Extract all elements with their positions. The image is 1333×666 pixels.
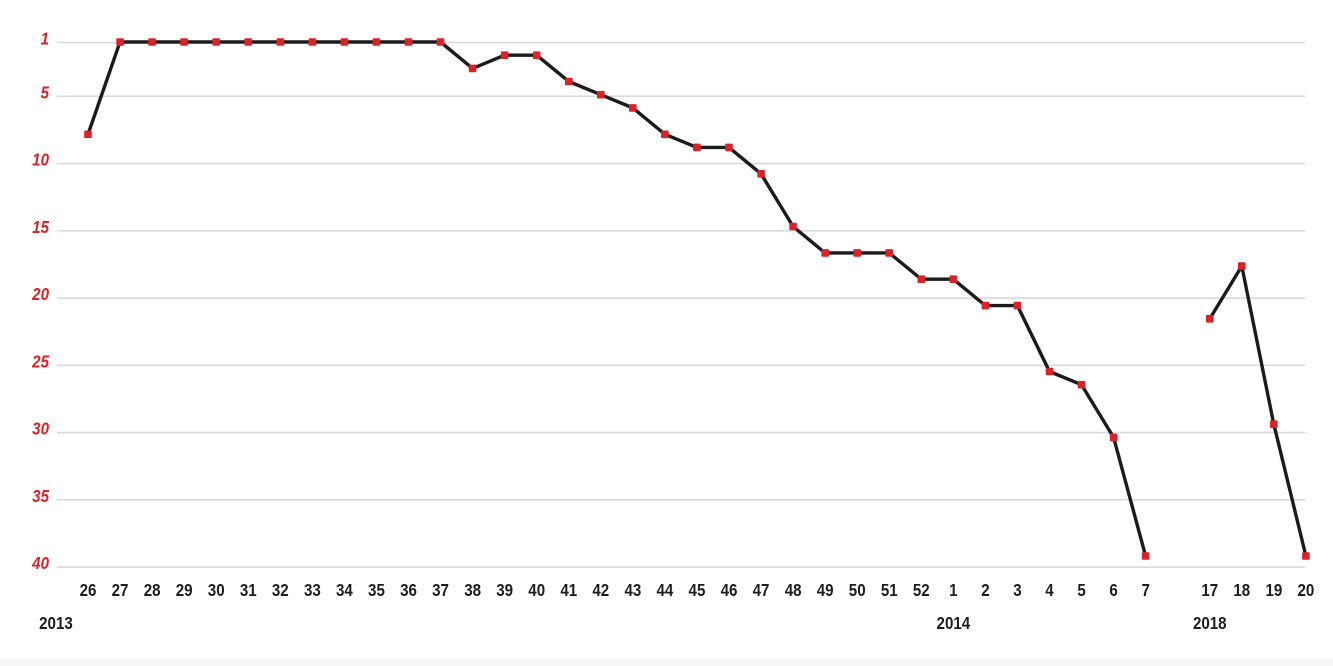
data-point-marker [1013,301,1022,310]
week-label: 42 [592,580,609,601]
data-point-marker [436,38,445,46]
data-point-marker [372,38,381,46]
y-tick-label: 10 [32,149,49,170]
data-point-marker [1238,262,1246,270]
data-point-marker [500,51,509,59]
chart-line-chart-run-2018 [1208,261,1308,557]
week-label: 28 [144,580,161,601]
week-label: 45 [689,580,706,601]
week-label: 26 [80,580,97,601]
week-label: 50 [849,580,866,601]
week-label: 20 [1297,580,1314,601]
y-tick-label: 30 [32,418,49,439]
week-label: 18 [1233,580,1250,601]
week-label: 19 [1265,580,1282,601]
week-label: 47 [753,580,770,601]
year-label: 2018 [1193,613,1227,634]
week-label: 30 [208,580,225,601]
week-label: 43 [624,580,641,601]
week-labels: 26 27 28 29 30 31 32 33 34 35 36 37 38 39 40 41 42 43 44 45… [80,580,1315,601]
data-point-marker [276,38,285,46]
y-tick-label: 5 [41,82,50,103]
week-label: 44 [656,580,673,601]
year-label: 2013 [39,613,73,634]
week-label: 52 [913,580,930,601]
week-label: 31 [240,580,257,601]
data-point-marker [725,143,733,152]
y-tick-label: 1 [41,28,49,49]
week-label: 39 [496,580,513,601]
data-point-marker [1045,367,1054,376]
week-label: 49 [817,580,834,601]
data-point-marker [180,38,188,46]
week-label: 6 [1109,580,1117,601]
week-label: 48 [785,580,802,601]
data-point-marker [853,249,861,257]
week-label: 4 [1045,580,1054,601]
week-label: 38 [464,580,481,601]
data-point-marker [1141,552,1150,560]
data-point-marker [629,104,637,112]
week-label: 34 [336,580,353,601]
data-point-marker [308,38,317,46]
week-label: 35 [368,580,385,601]
data-point-marker [821,249,829,257]
y-tick-label: 25 [31,351,49,372]
week-label: 3 [1013,580,1021,601]
chart-line-chart-run-2013-2014 [86,40,1148,557]
data-point-marker [1270,420,1278,428]
week-label: 5 [1077,580,1085,601]
data-point-marker [661,130,669,139]
data-point-marker [693,143,701,152]
y-tick-label: 40 [31,553,49,574]
week-label: 27 [112,580,129,601]
data-point-marker [1109,433,1118,442]
week-label: 51 [881,580,898,601]
data-point-marker [1302,552,1310,560]
week-label: 37 [432,580,449,601]
data-point-marker [1206,315,1214,323]
data-point-marker [244,38,252,46]
data-point-marker [468,64,477,73]
data-point-marker [949,275,958,283]
data-point-marker [981,301,990,310]
week-label: 1 [949,580,957,601]
bottom-strip [0,658,1333,666]
data-point-marker [148,38,156,46]
data-point-marker [84,130,92,139]
week-label: 17 [1201,580,1218,601]
y-tick-label: 35 [32,486,49,507]
week-label: 40 [528,580,545,601]
y-tick-label: 15 [32,217,49,238]
data-point-marker [532,51,541,59]
year-labels: 2013 2014 2018 [39,613,1226,634]
data-point-marker [340,38,349,46]
data-point-marker [789,222,797,231]
data-point-markers [84,38,1310,560]
series-lines [86,40,1308,557]
data-point-marker [1077,380,1086,389]
year-label: 2014 [937,613,971,634]
data-point-marker [212,38,220,46]
y-tick-label: 20 [31,284,49,305]
data-point-marker [917,275,926,283]
week-label: 46 [721,580,738,601]
week-label: 32 [272,580,289,601]
data-point-marker [757,170,765,178]
week-label: 41 [560,580,577,601]
data-point-marker [597,90,605,99]
week-label: 36 [400,580,417,601]
week-label: 7 [1141,580,1149,601]
data-point-marker [404,38,413,46]
data-point-marker [565,77,573,86]
gridlines [57,41,1305,568]
data-point-marker [116,38,124,46]
data-point-marker [885,249,893,257]
week-label: 29 [176,580,193,601]
week-label: 33 [304,580,321,601]
week-label: 2 [981,580,989,601]
